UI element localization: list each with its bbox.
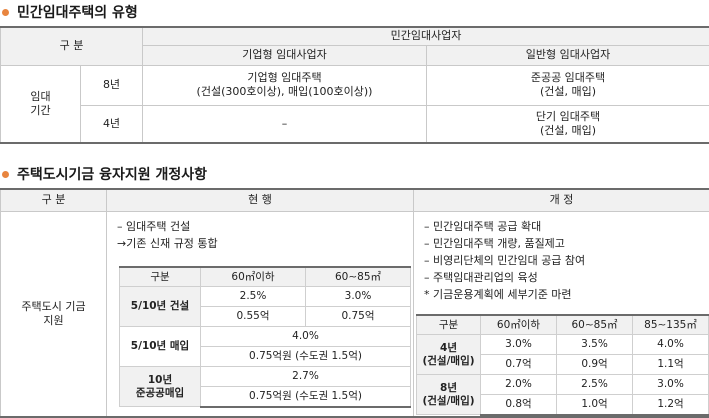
revised-loan-table: 구분 60㎡이하 60∼85㎡ 85∼135㎡ 4년 (건설/매입) 3.0% … bbox=[416, 313, 709, 416]
revised-4-years-amount-85-135: 1.1억 bbox=[632, 354, 709, 375]
current-header-60: 60㎡이하 bbox=[200, 265, 306, 287]
current-public-rate: 2.7% bbox=[200, 366, 411, 387]
current-cell: – 임대주택 건설 →기존 신재 규정 통합 구분 60㎡이하 60∼85㎡ 5… bbox=[106, 210, 414, 418]
current-header-gubun: 구분 bbox=[119, 265, 201, 287]
list-item: – 주택임대관리업의 육성 bbox=[424, 270, 538, 284]
section-title-text: 민간임대주택의 유형 bbox=[17, 5, 138, 21]
header-gubun: 구 분 bbox=[0, 26, 143, 66]
revised-8-years-rate-85-135: 3.0% bbox=[632, 374, 709, 395]
revised-8-years-rate-60: 2.0% bbox=[480, 374, 557, 395]
bullet-dot-icon bbox=[2, 170, 9, 178]
period-8-years: 8년 bbox=[80, 64, 143, 106]
section-title-fund-support: 주택도시기금 융자지원 개정사항 bbox=[0, 164, 207, 184]
list-item: →기존 신재 규정 통합 bbox=[117, 236, 218, 250]
current-build-rate-60: 2.5% bbox=[200, 286, 306, 307]
list-item: – 비영리단체의 민간임대 공급 참여 bbox=[424, 253, 586, 267]
general-8-years-cell: 준공공 임대주택 (건설, 매입) bbox=[426, 64, 709, 106]
revised-8-years-amount-60-85: 1.0억 bbox=[556, 394, 633, 416]
current-buy-amount: 0.75억원 (수도권 1.5억) bbox=[200, 346, 411, 367]
row-label-fund-support: 주택도시 기금지원 bbox=[0, 210, 107, 418]
current-buy-label: 5/10년 매입 bbox=[119, 326, 201, 367]
revised-4-years-rate-60-85: 3.5% bbox=[556, 334, 633, 355]
header-corporate-landlord: 기업형 임대사업자 bbox=[142, 44, 427, 66]
revised-8-years-label-line2: (건설/매입) bbox=[422, 394, 475, 407]
revised-8-years-label-line1: 8년 bbox=[440, 382, 457, 395]
row-label-rental-period: 임대 기간 bbox=[0, 64, 81, 144]
revised-header-gubun: 구분 bbox=[416, 313, 481, 335]
revised-4-years-label-line1: 4년 bbox=[440, 342, 457, 355]
header-private-landlord: 민간임대사업자 bbox=[142, 26, 709, 46]
section-title-rental-types: 민간임대주택의 유형 bbox=[0, 2, 138, 22]
revised-8-years-rate-60-85: 2.5% bbox=[556, 374, 633, 395]
revised-bullet-list: – 민간임대주택 공급 확대 – 민간임대주택 개량, 품질제고 – 비영리단체… bbox=[414, 212, 709, 314]
revised-4-years-rate-85-135: 4.0% bbox=[632, 334, 709, 355]
current-bullet-list: – 임대주택 건설 →기존 신재 규정 통합 bbox=[107, 212, 413, 266]
current-buy-rate: 4.0% bbox=[200, 326, 411, 347]
current-header-60-85: 60∼85㎡ bbox=[305, 265, 411, 287]
current-public-label: 10년 준공공매입 bbox=[119, 366, 201, 407]
header-general-landlord: 일반형 임대사업자 bbox=[426, 44, 709, 66]
current-build-rate-60-85: 3.0% bbox=[305, 286, 411, 307]
general-8-years-detail: (건설, 매입) bbox=[539, 85, 597, 98]
section-title-text: 주택도시기금 융자지원 개정사항 bbox=[17, 167, 208, 183]
current-build-amount-60-85: 0.75억 bbox=[305, 306, 411, 327]
general-8-years-title: 준공공 임대주택 bbox=[530, 71, 606, 85]
revised-cell: – 민간임대주택 공급 확대 – 민간임대주택 개량, 품질제고 – 비영리단체… bbox=[413, 210, 709, 418]
revised-8-years-amount-85-135: 1.2억 bbox=[632, 394, 709, 416]
current-build-amount-60: 0.55억 bbox=[200, 306, 306, 327]
corp-8-years-cell: 기업형 임대주택 (건설(300호이상), 매입(100호이상)) bbox=[142, 64, 427, 106]
header-current: 현 행 bbox=[106, 188, 414, 212]
general-4-years-detail: (건설, 매입) bbox=[539, 123, 597, 137]
revised-header-60-85: 60∼85㎡ bbox=[556, 313, 633, 335]
current-public-label-line2: 준공공매입 bbox=[135, 386, 185, 399]
list-item: – 임대주택 건설 bbox=[117, 219, 191, 233]
current-public-amount: 0.75억원 (수도권 1.5억) bbox=[200, 386, 411, 408]
general-4-years-cell: 단기 임대주택 (건설, 매입) bbox=[426, 104, 709, 144]
revised-4-years-rate-60: 3.0% bbox=[480, 334, 557, 355]
bullet-dot-icon bbox=[2, 8, 9, 16]
list-item: – 민간임대주택 개량, 품질제고 bbox=[424, 236, 565, 250]
revised-4-years-label: 4년 (건설/매입) bbox=[416, 334, 481, 375]
revised-header-60: 60㎡이하 bbox=[480, 313, 557, 335]
revised-8-years-label: 8년 (건설/매입) bbox=[416, 374, 481, 415]
current-loan-table: 구분 60㎡이하 60∼85㎡ 5/10년 건설 2.5% 3.0% 0.55억… bbox=[119, 265, 411, 408]
current-build-label: 5/10년 건설 bbox=[119, 286, 201, 327]
revised-header-85-135: 85∼135㎡ bbox=[632, 313, 709, 335]
current-public-label-line1: 10년 bbox=[147, 374, 173, 387]
list-item: * 기금운용계획에 세부기준 마련 bbox=[424, 287, 572, 301]
revised-8-years-amount-60: 0.8억 bbox=[480, 394, 557, 416]
corp-4-years-cell: – bbox=[142, 104, 427, 144]
header-revised: 개 정 bbox=[413, 188, 709, 212]
general-4-years-title: 단기 임대주택 bbox=[535, 110, 601, 123]
list-item: – 민간임대주택 공급 확대 bbox=[424, 219, 542, 233]
corp-8-years-detail: (건설(300호이상), 매입(100호이상)) bbox=[196, 85, 373, 98]
revised-4-years-amount-60: 0.7억 bbox=[480, 354, 557, 375]
corp-8-years-title: 기업형 임대주택 bbox=[247, 71, 322, 85]
period-4-years: 4년 bbox=[80, 104, 143, 144]
header-gubun-2: 구 분 bbox=[0, 188, 107, 212]
rental-types-table: 구 분 민간임대사업자 기업형 임대사업자 일반형 임대사업자 임대 기간 8년… bbox=[0, 26, 709, 144]
revised-4-years-amount-60-85: 0.9억 bbox=[556, 354, 633, 375]
fund-support-table: 구 분 현 행 개 정 주택도시 기금지원 – 임대주택 건설 →기존 신재 규… bbox=[0, 188, 709, 418]
revised-4-years-label-line2: (건설/매입) bbox=[422, 354, 475, 367]
